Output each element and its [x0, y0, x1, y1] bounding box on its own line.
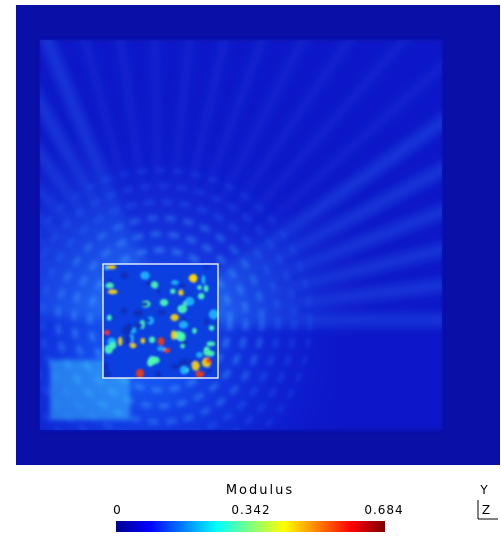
- spot: [170, 289, 176, 294]
- field: [0, 0, 501, 470]
- spot: [160, 299, 169, 306]
- spot: [130, 343, 136, 348]
- spot: [107, 315, 112, 321]
- colorbar-tick-label: 0.684: [364, 503, 403, 517]
- spot: [105, 283, 114, 288]
- spot: [178, 290, 183, 296]
- colorbar-tick-label: 0.342: [231, 503, 270, 517]
- spot: [190, 274, 197, 283]
- spot: [192, 361, 200, 371]
- spot: [196, 371, 205, 378]
- colorbar: [116, 521, 385, 532]
- spot: [134, 310, 144, 317]
- scatterer: [102, 264, 219, 378]
- spot: [121, 308, 127, 315]
- viewport: Modulus 0 0.342 0.684 Y Z: [0, 0, 501, 533]
- spot: [197, 285, 202, 290]
- spot: [204, 318, 209, 326]
- spot: [151, 281, 158, 288]
- spot: [192, 328, 197, 334]
- spot: [171, 364, 180, 369]
- spot: [146, 318, 150, 322]
- spot: [177, 305, 187, 314]
- spot: [171, 280, 179, 285]
- spot: [158, 337, 164, 345]
- colorbar-title: Modulus: [226, 483, 294, 498]
- spot: [118, 337, 122, 346]
- spot: [180, 344, 185, 348]
- spot: [206, 341, 215, 346]
- spot: [134, 323, 142, 329]
- spot: [103, 362, 108, 370]
- spot: [141, 302, 149, 307]
- spot: [206, 358, 212, 363]
- spot: [207, 367, 211, 373]
- spot: [209, 325, 215, 330]
- colorbar-tick-label: 0: [113, 503, 121, 517]
- axis-label-z: Z: [482, 503, 490, 517]
- spot: [156, 289, 160, 294]
- spot: [104, 330, 109, 335]
- spot: [201, 275, 205, 284]
- spot: [103, 371, 111, 378]
- spot: [179, 321, 188, 328]
- spot: [125, 335, 132, 345]
- spot: [149, 337, 155, 343]
- spot: [155, 371, 161, 377]
- spot: [204, 285, 209, 292]
- spot: [180, 366, 188, 375]
- spot: [185, 297, 194, 306]
- spot: [207, 350, 214, 356]
- scatterer-fill: [103, 264, 218, 378]
- spot: [157, 347, 166, 351]
- spot: [203, 265, 209, 269]
- spot: [148, 356, 156, 365]
- spot: [171, 330, 176, 339]
- spot: [157, 310, 166, 314]
- spot: [121, 272, 129, 279]
- spot: [196, 352, 203, 358]
- page: {"colorbar": {"title": "Modulus", "ticks…: [0, 0, 501, 533]
- axis-label-y: Y: [479, 483, 488, 497]
- spot: [107, 265, 116, 269]
- spot: [122, 326, 131, 335]
- spot: [178, 284, 186, 288]
- spot: [136, 369, 144, 378]
- spot: [198, 293, 205, 299]
- spot: [140, 271, 149, 279]
- spot: [170, 314, 178, 321]
- spot: [110, 342, 117, 349]
- spot: [140, 338, 145, 344]
- spot: [108, 289, 118, 294]
- spot: [209, 309, 219, 319]
